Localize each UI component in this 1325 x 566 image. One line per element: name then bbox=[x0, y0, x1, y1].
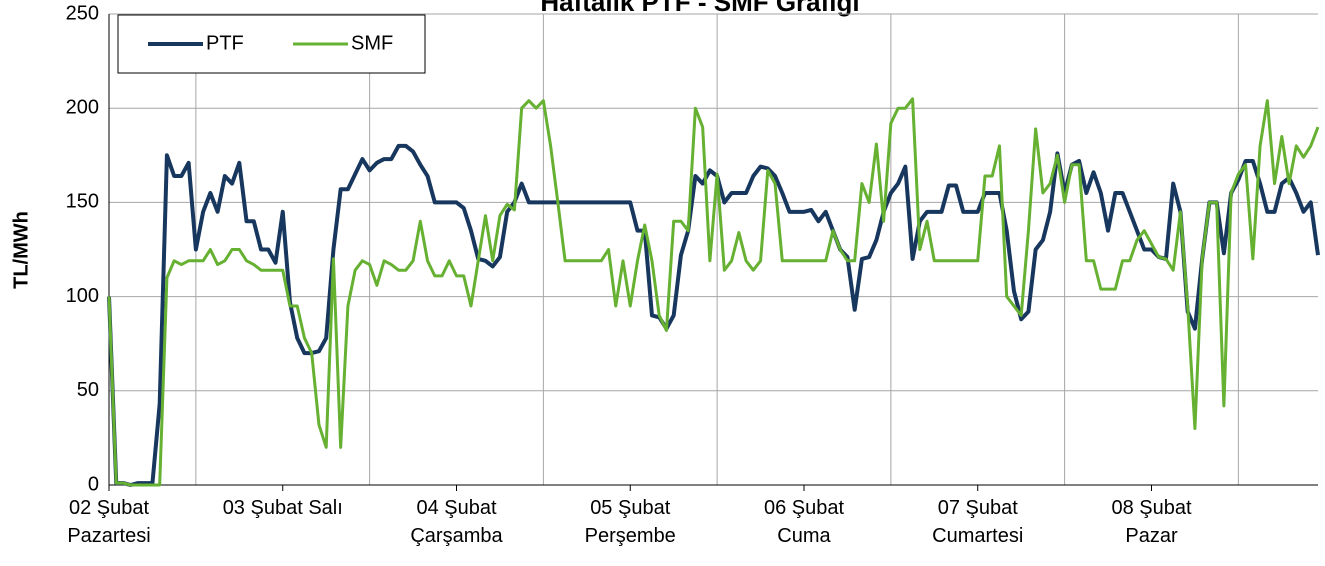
x-tick-label: 07 Şubat Cumartesi bbox=[932, 497, 1024, 547]
x-tick-label: 02 Şubat Pazartesi bbox=[67, 497, 151, 547]
x-tick-label: 04 Şubat Çarşamba bbox=[410, 497, 503, 547]
series-line bbox=[107, 97, 1320, 487]
y-tick-label: 0 bbox=[88, 473, 99, 495]
chart-title: Haftalık PTF - SMF Grafiği bbox=[540, 0, 859, 17]
y-tick-label: 150 bbox=[66, 191, 99, 213]
x-tick-label: 05 Şubat Perşembe bbox=[584, 497, 676, 547]
x-tick-label: 03 Şubat Salı bbox=[222, 497, 343, 519]
legend-label: SMF bbox=[351, 32, 393, 54]
x-tick-label: 06 Şubat Cuma bbox=[763, 497, 845, 547]
y-tick-label: 200 bbox=[66, 96, 99, 118]
x-tick-label: 08 Şubat Pazar bbox=[1111, 497, 1192, 547]
legend-label: PTF bbox=[206, 32, 244, 54]
y-tick-label: 250 bbox=[66, 2, 99, 24]
y-axis-label: TL/MWh bbox=[10, 211, 32, 289]
series-line bbox=[107, 143, 1320, 487]
y-tick-label: 50 bbox=[77, 379, 99, 401]
y-tick-label: 100 bbox=[66, 285, 99, 307]
